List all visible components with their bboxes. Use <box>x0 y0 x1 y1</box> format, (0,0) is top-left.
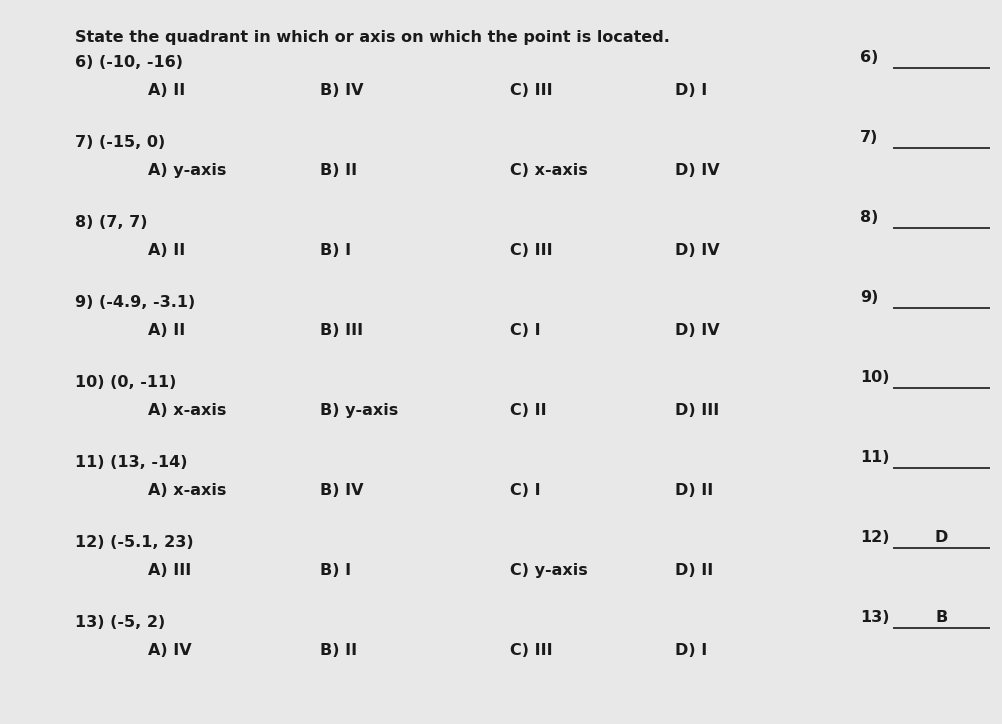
Text: 13): 13) <box>859 610 889 625</box>
Text: B: B <box>935 610 947 625</box>
Text: 8): 8) <box>859 210 878 225</box>
Text: C) II: C) II <box>509 403 546 418</box>
Text: A) II: A) II <box>148 323 185 338</box>
Text: 9) (-4.9, -3.1): 9) (-4.9, -3.1) <box>75 295 195 310</box>
Text: C) III: C) III <box>509 83 552 98</box>
Text: C) III: C) III <box>509 243 552 258</box>
Text: C) y-axis: C) y-axis <box>509 563 587 578</box>
Text: 10): 10) <box>859 370 889 385</box>
Text: C) III: C) III <box>509 643 552 658</box>
Text: B) IV: B) IV <box>320 483 363 498</box>
Text: C) I: C) I <box>509 483 540 498</box>
Text: D) II: D) II <box>674 483 712 498</box>
Text: 13) (-5, 2): 13) (-5, 2) <box>75 615 165 630</box>
Text: 12) (-5.1, 23): 12) (-5.1, 23) <box>75 535 193 550</box>
Text: D: D <box>934 530 947 545</box>
Text: A) IV: A) IV <box>148 643 191 658</box>
Text: 7) (-15, 0): 7) (-15, 0) <box>75 135 165 150</box>
Text: B) y-axis: B) y-axis <box>320 403 398 418</box>
Text: 9): 9) <box>859 290 878 305</box>
Text: 11): 11) <box>859 450 889 465</box>
Text: 6) (-10, -16): 6) (-10, -16) <box>75 55 182 70</box>
Text: 12): 12) <box>859 530 889 545</box>
Text: B) III: B) III <box>320 323 363 338</box>
Text: D) IV: D) IV <box>674 323 718 338</box>
Text: B) I: B) I <box>320 563 351 578</box>
Text: 8) (7, 7): 8) (7, 7) <box>75 215 147 230</box>
Text: 7): 7) <box>859 130 878 145</box>
Text: 10) (0, -11): 10) (0, -11) <box>75 375 176 390</box>
Text: A) II: A) II <box>148 83 185 98</box>
Text: D) I: D) I <box>674 643 706 658</box>
Text: State the quadrant in which or axis on which the point is located.: State the quadrant in which or axis on w… <box>75 30 669 45</box>
Text: D) IV: D) IV <box>674 163 718 178</box>
Text: D) III: D) III <box>674 403 718 418</box>
Text: A) x-axis: A) x-axis <box>148 403 226 418</box>
Text: A) II: A) II <box>148 243 185 258</box>
Text: B) II: B) II <box>320 643 357 658</box>
Text: 6): 6) <box>859 50 878 65</box>
Text: A) y-axis: A) y-axis <box>148 163 226 178</box>
Text: D) IV: D) IV <box>674 243 718 258</box>
Text: 11) (13, -14): 11) (13, -14) <box>75 455 187 470</box>
Text: D) II: D) II <box>674 563 712 578</box>
Text: C) I: C) I <box>509 323 540 338</box>
Text: B) I: B) I <box>320 243 351 258</box>
Text: A) III: A) III <box>148 563 191 578</box>
Text: B) IV: B) IV <box>320 83 363 98</box>
Text: D) I: D) I <box>674 83 706 98</box>
Text: C) x-axis: C) x-axis <box>509 163 587 178</box>
Text: A) x-axis: A) x-axis <box>148 483 226 498</box>
Text: B) II: B) II <box>320 163 357 178</box>
